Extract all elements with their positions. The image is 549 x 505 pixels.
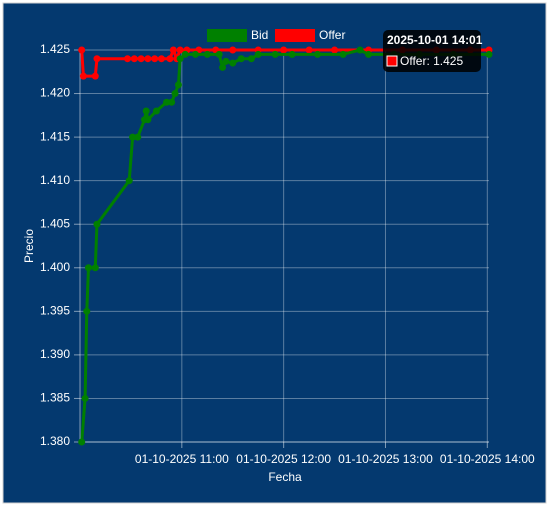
data-point [93,220,101,228]
tooltip-label: Offer: 1.425 [400,54,463,68]
data-point [229,59,237,67]
data-point [163,98,171,106]
data-point [171,90,179,98]
data-point [79,72,87,80]
x-tick-label: 01-10-2025 14:00 [440,452,535,466]
y-tick-label: 1.405 [40,216,70,230]
data-point [237,55,245,63]
data-point [166,55,174,63]
data-point [339,50,347,58]
data-point [125,177,133,185]
data-point [174,81,182,89]
y-tick-label: 1.420 [40,86,70,100]
y-tick-label: 1.415 [40,129,70,143]
data-point [129,133,137,141]
x-axis-label: Fecha [268,470,302,484]
data-point [305,46,313,54]
data-point [280,46,288,54]
data-point [485,50,493,58]
y-tick-label: 1.400 [40,260,70,274]
data-point [144,116,152,124]
data-point [176,46,184,54]
legend-swatch [275,29,315,42]
y-tick-label: 1.390 [40,347,70,361]
data-point [219,63,227,71]
data-point [157,55,165,63]
data-point [81,394,89,402]
data-point [124,55,132,63]
data-point [203,50,211,58]
data-point [83,307,91,315]
data-point [151,55,159,63]
data-point [78,46,86,54]
legend-label: Bid [251,28,268,42]
data-point [254,50,262,58]
data-point [314,50,322,58]
y-tick-label: 1.425 [40,42,70,56]
data-point [169,46,177,54]
tooltip-swatch [386,55,398,67]
data-point [356,46,364,54]
data-point [365,50,373,58]
data-point [91,72,99,80]
y-tick-label: 1.380 [40,434,70,448]
data-point [84,264,92,272]
y-axis-label: Precio [22,229,36,263]
data-point [222,57,230,65]
x-tick-label: 01-10-2025 11:00 [135,452,229,466]
data-point [181,50,189,58]
legend-swatch [207,29,247,42]
data-point [191,50,199,58]
data-point [134,133,142,141]
legend-label: Offer [319,28,345,42]
data-point [247,55,255,63]
data-point [176,55,184,63]
series-line [80,48,489,443]
data-point [152,107,160,115]
y-tick-label: 1.395 [40,304,70,318]
x-tick-label: 01-10-2025 12:00 [236,452,331,466]
data-point [130,55,138,63]
data-point [93,55,101,63]
data-point [288,50,296,58]
y-tick-label: 1.410 [40,173,70,187]
data-point [78,438,86,446]
data-point [168,98,176,106]
data-point [229,46,237,54]
tooltip-title: 2025-10-01 14:01 [387,33,483,47]
data-point [142,107,150,115]
data-point [331,46,339,54]
x-tick-label: 01-10-2025 13:00 [338,452,433,466]
tooltip-box [383,30,481,72]
data-point [91,264,99,272]
y-tick-label: 1.385 [40,391,70,405]
data-point [215,50,223,58]
data-point [271,50,279,58]
data-point [144,55,152,63]
data-point [137,55,145,63]
